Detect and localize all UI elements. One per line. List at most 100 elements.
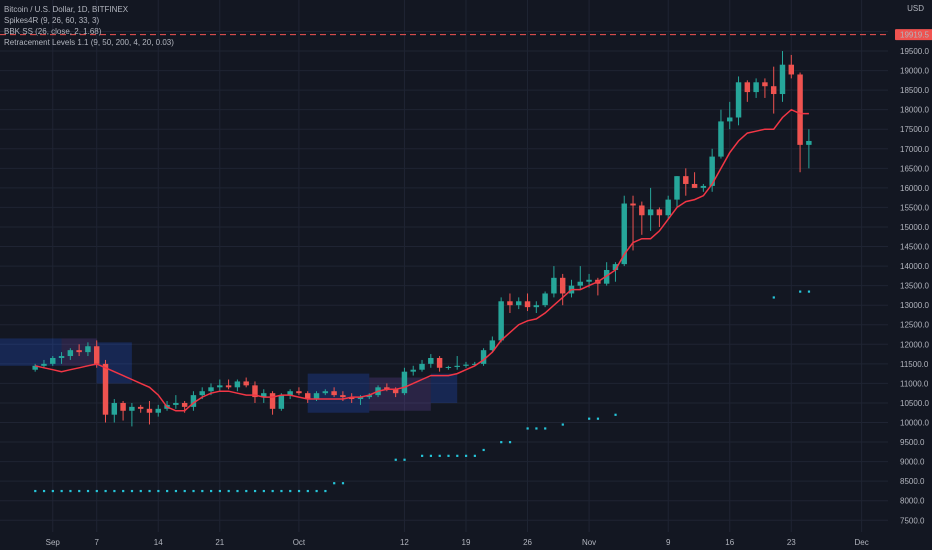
candle[interactable]: [753, 78, 759, 98]
price-tick-label: 17000.0: [900, 145, 929, 154]
indicator-bbk-ss[interactable]: BBK SS (26, close, 2, 1.68): [4, 27, 102, 36]
candle[interactable]: [261, 389, 267, 403]
candle[interactable]: [674, 176, 680, 208]
candle[interactable]: [577, 266, 584, 290]
candle[interactable]: [603, 262, 610, 286]
candle[interactable]: [278, 393, 285, 411]
candle[interactable]: [806, 129, 812, 169]
candle[interactable]: [102, 359, 109, 423]
candle[interactable]: [691, 172, 698, 188]
candlestick-series[interactable]: [32, 51, 812, 427]
candle-body: [225, 385, 232, 388]
candle[interactable]: [436, 356, 443, 372]
candle[interactable]: [190, 391, 197, 411]
candle[interactable]: [559, 273, 566, 306]
candle[interactable]: [516, 297, 522, 310]
candle[interactable]: [129, 402, 135, 427]
candle[interactable]: [287, 389, 293, 400]
candle[interactable]: [146, 401, 153, 425]
candle[interactable]: [269, 391, 276, 415]
candle-body: [322, 391, 329, 394]
candle[interactable]: [656, 207, 663, 227]
candle[interactable]: [85, 342, 91, 357]
candle[interactable]: [612, 262, 619, 282]
candle[interactable]: [50, 356, 56, 366]
candle-body: [656, 209, 663, 216]
candle[interactable]: [709, 148, 715, 192]
candle[interactable]: [727, 101, 733, 130]
candle[interactable]: [647, 187, 654, 231]
candle[interactable]: [568, 279, 575, 298]
candle-body: [410, 369, 416, 372]
candle[interactable]: [67, 348, 74, 360]
candle[interactable]: [32, 363, 38, 372]
candle[interactable]: [304, 391, 311, 403]
candle[interactable]: [463, 361, 469, 368]
candle[interactable]: [665, 195, 671, 220]
candle[interactable]: [718, 109, 724, 159]
candle[interactable]: [551, 266, 557, 298]
support-dot: [122, 489, 125, 493]
candle[interactable]: [252, 381, 258, 403]
candle[interactable]: [445, 365, 452, 370]
time-tick-label: 19: [462, 538, 471, 547]
support-dot: [218, 489, 222, 493]
candle[interactable]: [331, 387, 337, 398]
candle-body: [630, 203, 636, 206]
candle[interactable]: [683, 168, 689, 196]
candle[interactable]: [639, 201, 645, 235]
candle[interactable]: [111, 399, 118, 423]
candle[interactable]: [348, 393, 355, 403]
candle[interactable]: [41, 359, 47, 368]
candle[interactable]: [217, 379, 223, 392]
candle[interactable]: [700, 183, 707, 192]
candle[interactable]: [454, 356, 460, 370]
candle[interactable]: [58, 352, 65, 364]
indicator-spikes4r[interactable]: Spikes4R (9, 26, 60, 33, 3): [4, 16, 100, 25]
candle[interactable]: [507, 293, 513, 314]
candle[interactable]: [401, 367, 408, 396]
candle[interactable]: [419, 359, 425, 372]
candle[interactable]: [498, 297, 504, 343]
candle[interactable]: [797, 72, 803, 173]
support-dots: [34, 290, 811, 493]
candle[interactable]: [542, 291, 548, 308]
candle[interactable]: [366, 393, 372, 400]
candle[interactable]: [225, 379, 232, 390]
symbol-title[interactable]: Bitcoin / U.S. Dollar, 1D, BITFINEX: [4, 5, 129, 14]
indicator-retracement-levels[interactable]: Retracement Levels 1.1 (9, 50, 200, 4, 2…: [4, 38, 174, 47]
candle[interactable]: [428, 354, 434, 368]
candle-body: [744, 82, 751, 93]
candle[interactable]: [489, 336, 496, 353]
support-dot: [192, 489, 195, 493]
candle[interactable]: [322, 389, 329, 396]
candle[interactable]: [296, 387, 302, 396]
candle[interactable]: [524, 293, 531, 312]
candle-body: [428, 357, 434, 364]
candle[interactable]: [762, 78, 768, 98]
price-axis[interactable]: 7500.0 8000.0 8500.0 9000.0 9500.0 10000.0 105…: [900, 47, 929, 525]
candle[interactable]: [480, 348, 487, 366]
candle-body: [445, 366, 452, 368]
candle[interactable]: [243, 377, 249, 388]
candle[interactable]: [173, 395, 179, 409]
support-dot: [60, 489, 63, 493]
support-dot: [86, 489, 90, 493]
candle[interactable]: [788, 54, 795, 79]
candle[interactable]: [155, 404, 161, 417]
support-dot: [429, 454, 433, 457]
candle[interactable]: [410, 365, 416, 376]
candle[interactable]: [630, 195, 636, 251]
candle[interactable]: [533, 301, 540, 314]
candle[interactable]: [770, 66, 777, 114]
candle[interactable]: [744, 80, 751, 102]
candle[interactable]: [120, 401, 126, 421]
candle-body: [507, 301, 513, 306]
candle[interactable]: [76, 344, 82, 357]
candle[interactable]: [735, 76, 742, 126]
candle[interactable]: [234, 379, 241, 392]
candle[interactable]: [779, 51, 786, 102]
candle[interactable]: [137, 404, 144, 413]
time-axis[interactable]: Sep 7 14 21 Oct 12 19 26 Nov 9 16 23 Dec: [46, 538, 869, 547]
